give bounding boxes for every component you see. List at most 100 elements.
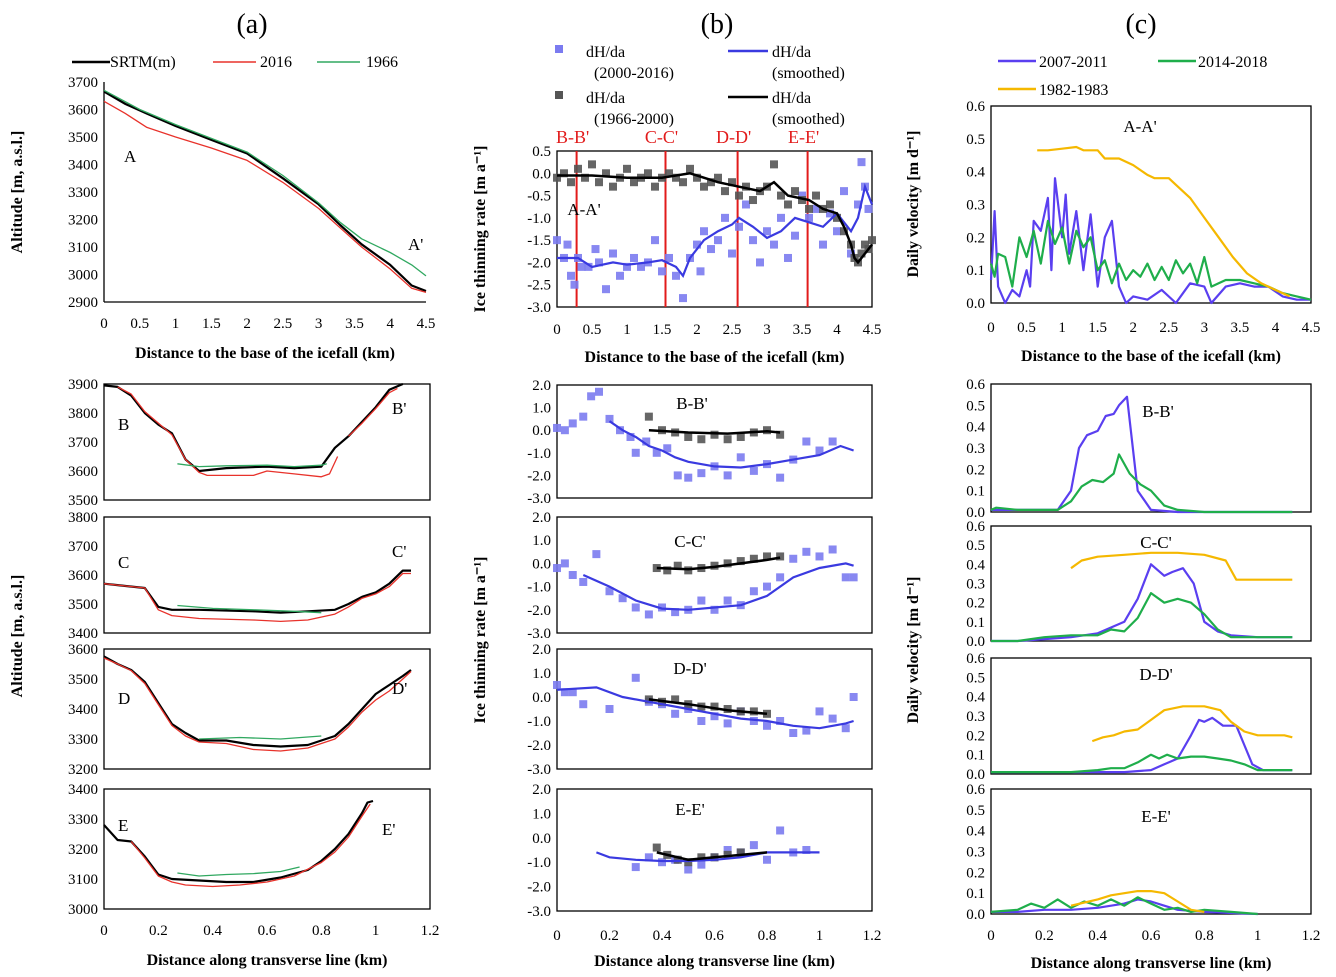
x-tick-label: 1 <box>623 322 631 338</box>
series-line-y2016 <box>103 657 412 752</box>
scatter-point-1966-2000 <box>700 182 708 191</box>
scatter-point-2000-2016 <box>605 414 614 423</box>
series-line-srtm <box>103 90 427 293</box>
scatter-point-2000-2016 <box>591 245 600 254</box>
smoothed-line-1966-2000 <box>557 172 873 265</box>
y-axis-label: Ice thinning rate [m a⁻¹] <box>472 557 489 724</box>
plot-frame <box>990 383 1312 513</box>
scatter-point-1966-2000 <box>723 559 732 568</box>
y-tick-label: 0.3 <box>966 577 985 593</box>
scatter-point-2000-2016 <box>840 187 848 196</box>
scatter-point-2000-2016 <box>570 280 579 289</box>
x-tick-label: 1.5 <box>653 322 672 338</box>
scatter-point-2000-2016 <box>577 262 586 271</box>
section-label: C-C' <box>645 127 678 147</box>
scatter-point-2000-2016 <box>798 191 806 200</box>
smoothed-line-2000-2016 <box>596 851 820 863</box>
scatter-point-2000-2016 <box>763 721 771 730</box>
series-line-srtm <box>103 382 404 473</box>
scatter-point-2000-2016 <box>671 608 680 617</box>
scatter-point-1966-2000 <box>673 561 682 570</box>
x-tick-label: 0.6 <box>258 923 277 939</box>
profile-label: B <box>118 415 129 434</box>
x-tick-label: 0 <box>553 322 561 338</box>
scatter-point-1966-2000 <box>742 182 750 191</box>
section-label: E-E' <box>788 127 819 147</box>
legend-label-dh-smooth-2016: dH/da <box>772 44 811 61</box>
chart-c-D: 0.0 0.1 0.2 0.3 0.4 0.5 0.6 D-D' <box>966 651 1312 783</box>
x-tick-label: 1 <box>172 316 180 332</box>
x-tick-label: 2.5 <box>1159 320 1178 336</box>
plot-frame <box>556 648 873 770</box>
scatter-point-2000-2016 <box>763 855 771 864</box>
profile-label-end: D' <box>392 679 407 698</box>
x-tick-label: 3.5 <box>345 316 364 332</box>
scatter-point-2000-2016 <box>749 717 758 725</box>
scatter-point-2000-2016 <box>723 846 732 854</box>
x-tick-label: 0.6 <box>1142 928 1161 944</box>
x-tick-label: 0 <box>100 923 108 939</box>
chart-b-main: -3.0 -2.5 -2.0 -1.5 -1.0 -0.5 0.0 0.5 0 0.5 1 1.5 2 2… <box>472 127 881 366</box>
x-tick-label: 4.5 <box>863 322 882 338</box>
y-tick-label: 2900 <box>68 295 98 311</box>
scatter-point-2000-2016 <box>710 712 719 721</box>
series-line-y2016 <box>103 572 411 623</box>
scatter-point-2000-2016 <box>560 688 569 697</box>
y-tick-label: 0.1 <box>966 615 985 631</box>
scatter-point-2000-2016 <box>749 841 758 850</box>
scatter-point-2000-2016 <box>626 432 635 441</box>
y-tick-label: 3300 <box>68 185 98 201</box>
y-tick-label: 0.6 <box>966 377 985 393</box>
y-tick-label: 3000 <box>68 902 98 918</box>
y-tick-label: 2.0 <box>532 642 551 658</box>
y-tick-label: 3800 <box>68 406 98 422</box>
scatter-point-1966-2000 <box>693 173 701 182</box>
scatter-point-1966-2000 <box>595 178 603 187</box>
x-tick-label: 1 <box>1254 928 1262 944</box>
legend-sub-dh-2000-2016: (2000-2016) <box>594 65 674 82</box>
scatter-point-2000-2016 <box>749 587 758 596</box>
profile-label: B-B' <box>1142 402 1173 421</box>
y-tick-label: 0.6 <box>966 782 985 798</box>
y-tick-label: 0.5 <box>966 398 985 414</box>
y-tick-label: 0.2 <box>966 230 985 246</box>
y-tick-label: 0.0 <box>966 767 985 783</box>
scatter-point-1966-2000 <box>861 240 869 249</box>
y-tick-label: 0.0 <box>966 907 985 923</box>
y-tick-label: 3600 <box>68 103 98 119</box>
smoothed-line-2000-2016 <box>557 182 874 278</box>
profile-label: C-C' <box>674 532 705 551</box>
x-tick-label: 1 <box>1058 320 1066 336</box>
scatter-point-1966-2000 <box>826 200 834 209</box>
scatter-point-2000-2016 <box>802 437 811 446</box>
scatter-point-2000-2016 <box>819 240 827 249</box>
series-line-v1418 <box>991 753 1293 774</box>
scatter-point-2000-2016 <box>584 262 593 271</box>
y-tick-label: 3600 <box>68 568 98 584</box>
chart-b-C: -3.0 -2.0 -1.0 0.0 1.0 2.0 Ice thinning rate [… <box>472 510 873 724</box>
x-tick-label: 0.4 <box>653 928 672 944</box>
profile-label: D <box>118 689 130 708</box>
y-tick-label: -0.5 <box>527 189 551 205</box>
scatter-point-2000-2016 <box>828 714 837 723</box>
scatter-point-2000-2016 <box>642 437 651 446</box>
x-tick-label: 0.5 <box>583 322 602 338</box>
scatter-point-2000-2016 <box>560 426 569 435</box>
scatter-point-2000-2016 <box>553 423 561 432</box>
y-tick-label: -3.0 <box>527 904 551 920</box>
scatter-point-2000-2016 <box>849 573 858 582</box>
scatter-point-1966-2000 <box>770 160 778 169</box>
scatter-point-1966-2000 <box>686 164 694 173</box>
scatter-point-1966-2000 <box>776 552 785 561</box>
legend-label-1966: 1966 <box>366 54 398 71</box>
scatter-point-2000-2016 <box>553 236 561 245</box>
x-tick-label: 1.2 <box>863 928 882 944</box>
x-tick-label: 0 <box>100 316 108 332</box>
legend-label-dh-2000-2016: dH/da <box>586 44 625 61</box>
scatter-point-1966-2000 <box>784 200 792 209</box>
scatter-point-1966-2000 <box>567 178 575 187</box>
y-tick-label: 2.0 <box>532 378 551 394</box>
x-tick-label: 0.4 <box>203 923 222 939</box>
scatter-point-2000-2016 <box>784 253 792 262</box>
scatter-point-2000-2016 <box>815 552 824 561</box>
